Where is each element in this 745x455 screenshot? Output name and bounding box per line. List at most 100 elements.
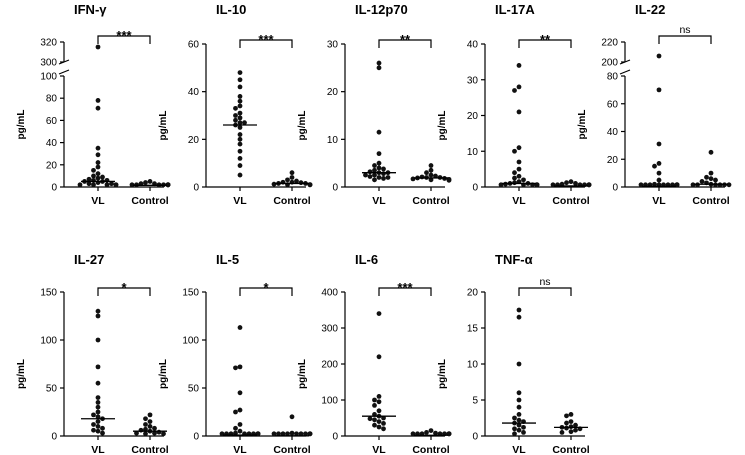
x-category-label: VL bbox=[512, 444, 526, 455]
data-point bbox=[564, 420, 569, 426]
data-point bbox=[516, 422, 522, 428]
data-point bbox=[376, 311, 382, 316]
data-point bbox=[95, 419, 101, 424]
significance-bracket bbox=[97, 35, 151, 44]
significance-label: ** bbox=[400, 32, 411, 47]
x-category-label: VL bbox=[372, 195, 386, 207]
y-axis-label: pg/mL bbox=[577, 110, 588, 140]
y-tick-label: 80 bbox=[607, 72, 619, 83]
data-point bbox=[708, 176, 714, 182]
data-point bbox=[516, 159, 522, 165]
data-point bbox=[516, 417, 522, 423]
data-point bbox=[410, 176, 416, 182]
data-point bbox=[372, 422, 377, 428]
data-point bbox=[95, 175, 101, 181]
data-point bbox=[559, 430, 565, 435]
data-point bbox=[285, 177, 290, 183]
data-point bbox=[86, 181, 92, 187]
data-point bbox=[428, 177, 434, 183]
y-tick-label: 20 bbox=[46, 160, 58, 171]
y-tick-label: 20 bbox=[467, 288, 479, 299]
y-axis-label: pg/mL bbox=[437, 359, 448, 389]
data-point bbox=[573, 422, 578, 428]
data-point bbox=[516, 166, 522, 172]
y-tick-label: 60 bbox=[188, 40, 200, 51]
data-point bbox=[95, 313, 101, 319]
data-point bbox=[237, 428, 243, 434]
significance-label: *** bbox=[258, 32, 274, 47]
data-point bbox=[95, 409, 101, 415]
panel-title: IL-12p70 bbox=[355, 2, 408, 17]
data-point bbox=[521, 424, 526, 430]
data-point bbox=[512, 431, 517, 437]
data-point bbox=[95, 404, 101, 410]
data-point bbox=[428, 163, 434, 168]
data-point bbox=[95, 380, 101, 386]
data-point bbox=[91, 173, 96, 179]
data-point bbox=[376, 175, 382, 180]
data-point bbox=[95, 160, 101, 165]
y-tick-label: 40 bbox=[607, 127, 619, 138]
significance-bracket bbox=[97, 287, 151, 296]
significance-label: *** bbox=[397, 280, 413, 295]
y-tick-label: 0 bbox=[51, 432, 57, 443]
significance-label: *** bbox=[116, 28, 132, 43]
data-point bbox=[233, 117, 238, 123]
y-axis-label: pg/mL bbox=[437, 111, 448, 141]
data-point bbox=[100, 174, 105, 180]
y-tick-label: 20 bbox=[467, 111, 479, 122]
data-point bbox=[376, 151, 382, 157]
x-category-label: VL bbox=[233, 195, 247, 207]
plot-panel-4: IL-17A 0 10 20 30 40 pg/mL VL Control ** bbox=[437, 2, 592, 207]
data-point bbox=[708, 170, 714, 176]
data-point bbox=[372, 417, 377, 423]
y-tick-label: 10 bbox=[327, 135, 339, 146]
y-tick-label: 200 bbox=[601, 58, 618, 69]
y-tick-label: 400 bbox=[321, 288, 338, 299]
data-point bbox=[516, 404, 522, 410]
data-point bbox=[95, 98, 101, 103]
significance-bracket bbox=[658, 35, 712, 44]
data-point bbox=[104, 182, 110, 188]
significance-label: * bbox=[121, 280, 127, 295]
data-point bbox=[704, 174, 709, 180]
data-point bbox=[147, 424, 153, 429]
data-point bbox=[699, 179, 705, 184]
y-tick-label: 30 bbox=[467, 75, 479, 86]
data-point bbox=[376, 60, 382, 66]
y-tick-label: 15 bbox=[467, 324, 479, 335]
data-point bbox=[143, 416, 148, 422]
data-point bbox=[77, 182, 83, 188]
y-tick-label: 20 bbox=[327, 87, 339, 98]
data-point bbox=[372, 177, 377, 183]
panel-title: TNF-α bbox=[495, 252, 533, 267]
data-point bbox=[573, 181, 578, 186]
data-point bbox=[516, 173, 522, 179]
data-point bbox=[385, 175, 391, 180]
data-point bbox=[568, 412, 574, 417]
data-point bbox=[95, 44, 101, 50]
data-point bbox=[237, 70, 243, 75]
plot-panel-1: IFN-γ 0 20 40 60 80 100 300 320 pg/mL VL Control *** bbox=[16, 2, 171, 207]
data-point bbox=[237, 172, 243, 178]
data-point bbox=[237, 407, 243, 413]
data-point bbox=[428, 428, 434, 433]
data-point bbox=[433, 173, 438, 179]
data-point bbox=[433, 430, 438, 436]
data-point bbox=[564, 413, 569, 419]
data-point bbox=[143, 426, 148, 432]
y-tick-label: 80 bbox=[46, 94, 58, 105]
data-point bbox=[95, 308, 101, 314]
y-tick-label: 0 bbox=[472, 183, 478, 194]
y-tick-label: 100 bbox=[321, 396, 338, 407]
data-point bbox=[294, 178, 299, 184]
data-point bbox=[367, 416, 373, 422]
y-tick-label: 300 bbox=[321, 324, 338, 335]
data-point bbox=[512, 88, 517, 93]
data-point bbox=[656, 141, 662, 147]
y-tick-label: 100 bbox=[40, 336, 57, 347]
data-point bbox=[237, 156, 243, 161]
data-point bbox=[165, 182, 171, 188]
y-tick-label: 40 bbox=[188, 87, 200, 98]
data-point bbox=[372, 172, 377, 178]
